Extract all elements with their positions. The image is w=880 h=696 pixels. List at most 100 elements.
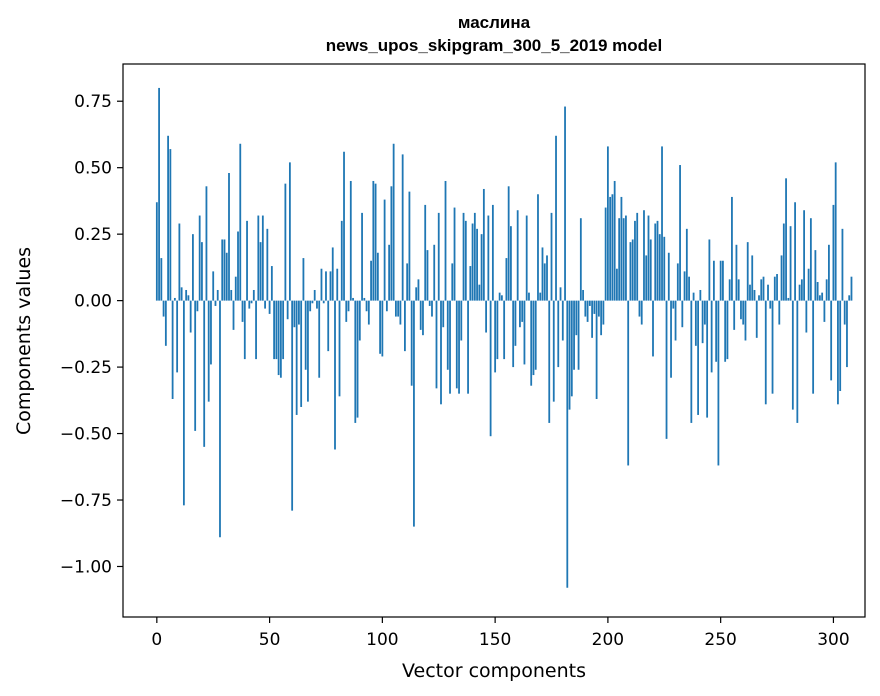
bar: [185, 289, 188, 301]
bar: [640, 300, 643, 325]
bar: [383, 199, 386, 301]
bar: [843, 300, 846, 325]
bar: [458, 300, 460, 394]
bar: [469, 266, 472, 301]
bar: [525, 215, 528, 301]
bar: [388, 244, 391, 301]
bar: [392, 143, 395, 301]
bar: [649, 239, 652, 301]
bar: [307, 300, 309, 402]
bar: [541, 247, 544, 301]
bar: [413, 300, 415, 527]
bar: [390, 186, 393, 301]
bar: [435, 300, 438, 389]
bar: [753, 289, 756, 301]
bar: [440, 300, 442, 405]
bar: [451, 263, 454, 301]
bar: [735, 244, 738, 301]
bar: [216, 289, 219, 301]
bar: [462, 212, 465, 301]
bar: [591, 300, 593, 338]
bar: [805, 300, 808, 333]
bar: [726, 300, 729, 360]
bar: [282, 300, 285, 360]
bar: [201, 242, 203, 301]
bar: [284, 183, 287, 301]
bar: [616, 268, 618, 301]
bar: [169, 149, 172, 301]
bar: [482, 188, 485, 301]
bar: [839, 300, 842, 392]
bar: [225, 252, 228, 301]
bar: [431, 300, 433, 317]
bar: [343, 151, 345, 301]
bar: [613, 180, 616, 301]
bar: [221, 239, 224, 301]
bar: [837, 300, 839, 405]
bar: [162, 300, 165, 317]
bar: [661, 146, 663, 301]
bar: [476, 228, 478, 301]
bar: [302, 258, 305, 301]
bar: [203, 300, 206, 447]
bar: [740, 300, 742, 320]
bar: [293, 300, 296, 328]
bar: [158, 87, 160, 301]
bar: [760, 279, 763, 301]
bar: [422, 300, 424, 336]
bar: [295, 300, 298, 415]
bar: [634, 220, 636, 301]
bar: [300, 300, 303, 407]
bar: [521, 300, 524, 322]
bar: [275, 300, 278, 360]
bar: [672, 300, 675, 309]
bar: [187, 295, 190, 301]
bar: [381, 300, 384, 357]
bar: [546, 255, 548, 301]
bar: [519, 300, 521, 328]
bar: [372, 180, 375, 301]
bar: [354, 300, 357, 423]
bar: [415, 287, 418, 301]
x-tick-label: 200: [592, 630, 624, 650]
x-tick-label: 300: [817, 630, 849, 650]
bar: [656, 220, 659, 301]
bar: [257, 215, 260, 301]
bar: [604, 207, 607, 301]
bar: [706, 300, 709, 418]
bar: [537, 194, 539, 301]
bar: [643, 210, 645, 301]
bar: [528, 292, 530, 301]
bar: [491, 204, 494, 301]
bar: [575, 300, 578, 336]
bar: [426, 250, 429, 301]
bar: [261, 215, 264, 301]
bar: [473, 212, 476, 301]
bar: [164, 300, 167, 346]
bar: [652, 300, 654, 357]
bar: [618, 218, 621, 301]
bar: [449, 300, 451, 394]
bar: [171, 300, 174, 399]
bar: [523, 300, 526, 365]
bar: [327, 300, 330, 352]
bar: [764, 300, 767, 405]
bar: [685, 228, 688, 301]
bar: [821, 292, 824, 301]
bar: [252, 289, 255, 301]
bar: [397, 300, 400, 317]
bar: [670, 300, 672, 378]
bar: [776, 274, 778, 301]
bar: [309, 300, 312, 312]
chart-subtitle: news_upos_skipgram_300_5_2019 model: [326, 36, 662, 55]
bar: [595, 300, 598, 399]
bar: [460, 300, 463, 341]
bar: [789, 226, 792, 301]
bar: [404, 300, 406, 352]
bar: [322, 300, 325, 304]
bar: [579, 218, 582, 301]
bar: [762, 276, 765, 301]
x-axis-ticks: 0 50 100 150 200 250 300: [151, 617, 850, 650]
y-tick-label: 0.75: [74, 92, 112, 112]
